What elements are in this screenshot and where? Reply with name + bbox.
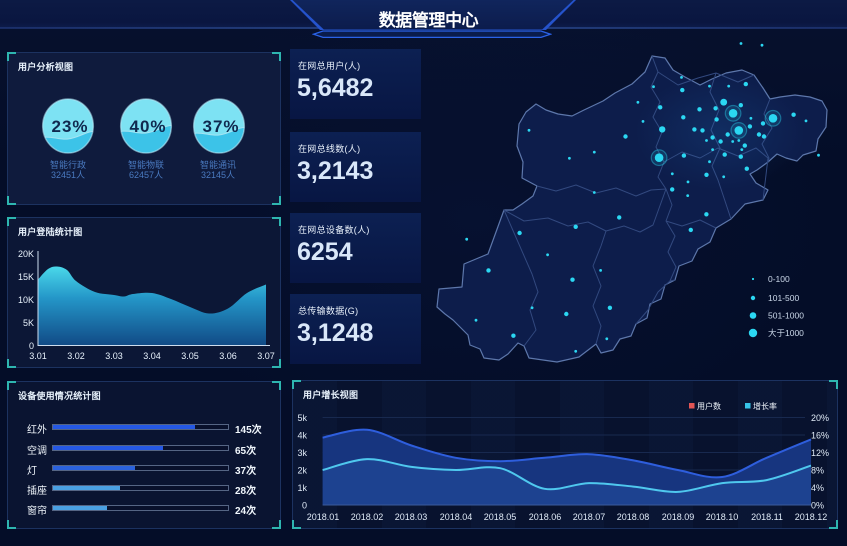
svg-text:8%: 8%: [811, 466, 824, 476]
svg-text:3.01: 3.01: [29, 351, 47, 361]
svg-text:3.05: 3.05: [181, 351, 199, 361]
svg-text:37%: 37%: [202, 117, 239, 136]
svg-text:5K: 5K: [23, 318, 34, 328]
svg-text:2018.04: 2018.04: [440, 512, 473, 522]
svg-text:2018.05: 2018.05: [484, 512, 517, 522]
svg-text:4k: 4k: [297, 431, 307, 441]
svg-text:3.03: 3.03: [105, 351, 123, 361]
svg-text:2018.10: 2018.10: [706, 512, 739, 522]
svg-text:0-100: 0-100: [768, 274, 790, 284]
svg-text:0%: 0%: [811, 501, 824, 511]
svg-text:20K: 20K: [18, 249, 34, 259]
svg-text:3.07: 3.07: [257, 351, 275, 361]
svg-text:2018.11: 2018.11: [751, 512, 783, 522]
svg-text:0: 0: [302, 501, 307, 511]
svg-text:2018.06: 2018.06: [529, 512, 562, 522]
svg-text:40%: 40%: [129, 117, 166, 136]
svg-text:23%: 23%: [51, 117, 88, 136]
svg-text:20%: 20%: [811, 413, 829, 423]
svg-text:2018.07: 2018.07: [573, 512, 606, 522]
svg-text:2018.08: 2018.08: [617, 512, 650, 522]
svg-text:用户数: 用户数: [697, 401, 721, 411]
svg-text:3.04: 3.04: [143, 351, 161, 361]
svg-text:2018.12: 2018.12: [795, 512, 828, 522]
svg-text:0: 0: [29, 341, 34, 351]
svg-text:5k: 5k: [297, 413, 307, 423]
svg-text:501-1000: 501-1000: [768, 311, 804, 321]
svg-text:1k: 1k: [297, 483, 307, 493]
svg-text:2018.01: 2018.01: [307, 512, 340, 522]
svg-text:12%: 12%: [811, 448, 829, 458]
svg-text:2k: 2k: [297, 466, 307, 476]
svg-text:大于1000: 大于1000: [768, 328, 804, 338]
svg-text:15K: 15K: [18, 272, 34, 282]
svg-text:3.06: 3.06: [219, 351, 237, 361]
svg-text:3k: 3k: [297, 448, 307, 458]
svg-text:16%: 16%: [811, 431, 829, 441]
svg-text:2018.09: 2018.09: [662, 512, 695, 522]
svg-text:4%: 4%: [811, 483, 824, 493]
svg-text:101-500: 101-500: [768, 293, 799, 303]
svg-text:3.02: 3.02: [67, 351, 85, 361]
svg-text:2018.02: 2018.02: [351, 512, 384, 522]
svg-text:10K: 10K: [18, 295, 34, 305]
svg-text:增长率: 增长率: [753, 401, 777, 411]
svg-text:2018.03: 2018.03: [395, 512, 428, 522]
